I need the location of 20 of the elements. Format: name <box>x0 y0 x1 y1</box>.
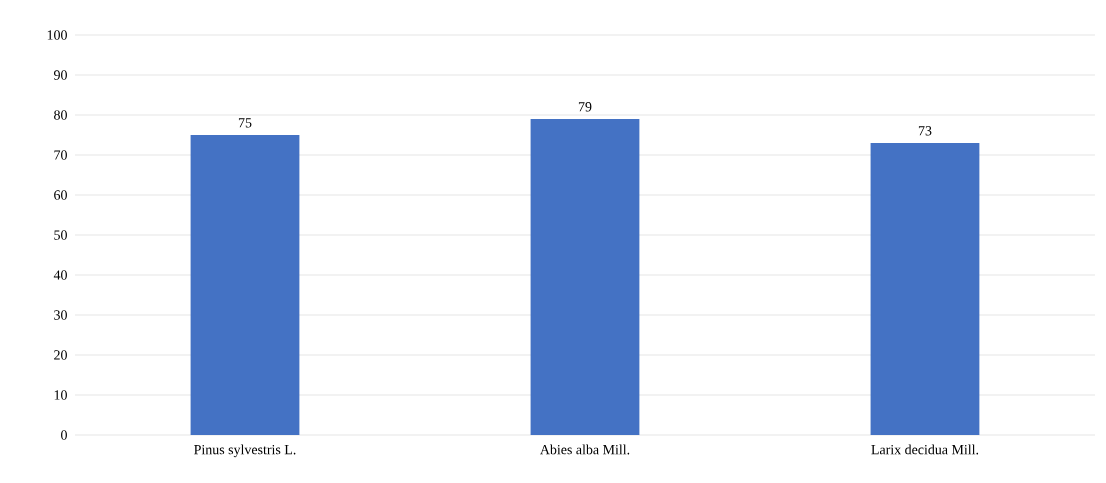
y-tick-label: 70 <box>54 150 67 160</box>
x-tick-label: Pinus sylvestris L. <box>194 444 296 458</box>
x-tick-label: Larix decidua Mill. <box>871 444 979 455</box>
y-tick-label: 20 <box>54 350 67 360</box>
bar <box>870 143 980 435</box>
y-tick-label: 0 <box>61 430 67 440</box>
data-label: 79 <box>578 102 592 112</box>
x-tick-label: Abies alba Mill. <box>540 444 630 455</box>
y-tick-label: 80 <box>54 110 67 120</box>
y-tick-label: 100 <box>47 30 67 40</box>
data-label: 75 <box>238 118 252 128</box>
y-tick-label: 90 <box>53 70 67 80</box>
y-tick-label: 60 <box>54 190 67 200</box>
y-tick-label: 10 <box>54 390 67 400</box>
data-label: 73 <box>918 126 932 136</box>
bar <box>190 135 300 435</box>
y-tick-label: 50 <box>54 230 67 240</box>
y-tick-label: 40 <box>53 270 67 280</box>
y-tick-label: 30 <box>54 310 67 320</box>
bar <box>530 119 640 435</box>
